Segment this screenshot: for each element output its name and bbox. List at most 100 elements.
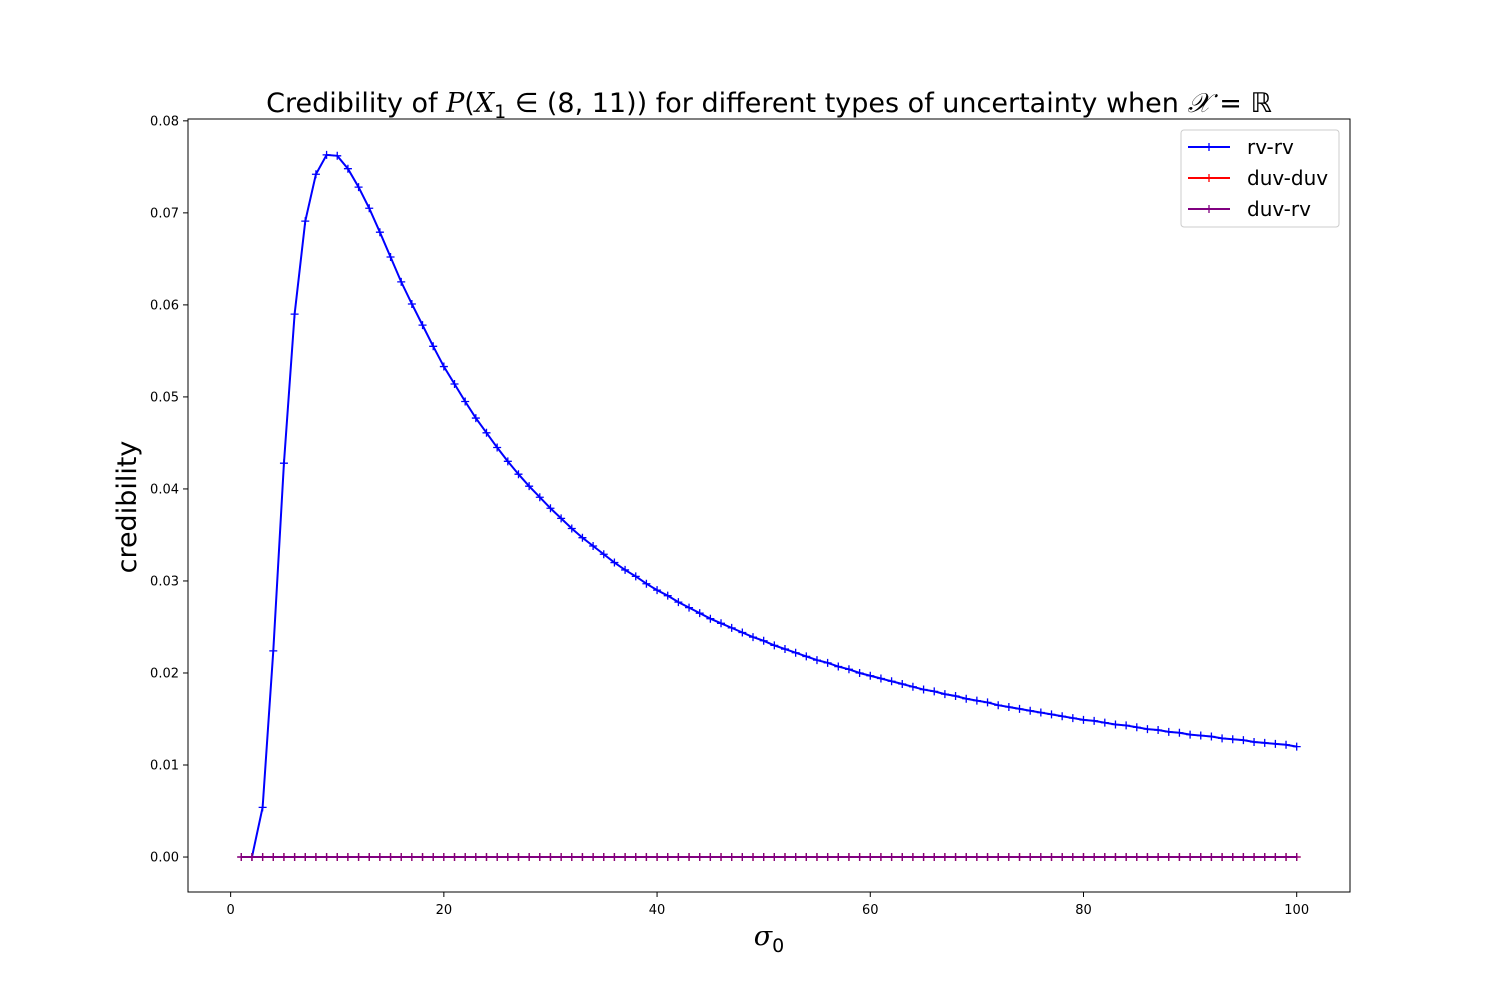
data-point-marker: [322, 150, 331, 159]
data-point-marker: [631, 572, 640, 581]
legend-marker: [1205, 174, 1213, 182]
data-point-marker: [1271, 853, 1280, 862]
data-point-marker: [279, 459, 288, 468]
data-point-marker: [418, 853, 427, 862]
data-point-marker: [621, 853, 630, 862]
data-point-marker: [1079, 853, 1088, 862]
data-point-marker: [1026, 706, 1035, 715]
data-point-marker: [1164, 727, 1173, 736]
data-point-marker: [386, 253, 395, 262]
data-point-marker: [599, 550, 608, 559]
data-point-marker: [1004, 703, 1013, 712]
data-point-marker: [343, 853, 352, 862]
data-point-marker: [429, 342, 438, 351]
series-line: [241, 153, 1297, 859]
data-point-marker: [642, 579, 651, 588]
data-point-marker: [1100, 718, 1109, 727]
data-point-marker: [972, 696, 981, 705]
legend-label: duv-duv: [1247, 166, 1328, 190]
data-point-marker: [535, 853, 544, 862]
data-point-marker: [1132, 853, 1141, 862]
data-point-marker: [823, 658, 832, 667]
data-point-marker: [780, 853, 789, 862]
data-point-marker: [578, 853, 587, 862]
x-tick-label: 100: [1284, 903, 1309, 918]
data-point-marker: [994, 701, 1003, 710]
data-point-marker: [780, 645, 789, 654]
x-tick-label: 80: [1075, 903, 1092, 918]
data-point-marker: [1015, 853, 1024, 862]
data-point-marker: [322, 853, 331, 862]
data-point-marker: [1282, 853, 1291, 862]
data-point-marker: [1100, 853, 1109, 862]
data-point-marker: [1132, 723, 1141, 732]
data-point-marker: [749, 853, 758, 862]
x-tick-label: 40: [649, 903, 666, 918]
data-point-marker: [759, 853, 768, 862]
legend-entry-rv-rv: rv-rv: [1188, 135, 1294, 159]
data-point-marker: [482, 853, 491, 862]
data-point-marker: [802, 853, 811, 862]
data-point-marker: [908, 682, 917, 691]
data-point-marker: [855, 853, 864, 862]
data-point-marker: [1164, 853, 1173, 862]
data-point-marker: [290, 853, 299, 862]
data-point-marker: [823, 853, 832, 862]
data-point-marker: [1143, 725, 1152, 734]
data-point-marker: [525, 482, 534, 491]
data-point-marker: [429, 853, 438, 862]
legend-label: duv-rv: [1247, 197, 1311, 221]
data-point-marker: [610, 558, 619, 567]
data-point-marker: [514, 470, 523, 479]
data-point-marker: [557, 853, 566, 862]
x-axis-label: σ0: [754, 921, 785, 957]
data-point-marker: [247, 853, 256, 862]
data-point-marker: [866, 671, 875, 680]
chart-title: Credibility of P(X1 ∈ (8, 11)) for diffe…: [266, 88, 1272, 123]
data-point-marker: [749, 633, 758, 642]
series-rv-rv: [237, 150, 1301, 862]
data-point-marker: [994, 853, 1003, 862]
data-point-marker: [738, 628, 747, 637]
legend: rv-rv duv-duv duv-rv: [1180, 129, 1340, 228]
data-point-marker: [908, 853, 917, 862]
data-point-marker: [365, 204, 374, 213]
data-point-marker: [471, 853, 480, 862]
data-point-marker: [972, 853, 981, 862]
data-point-marker: [375, 853, 384, 862]
data-point-marker: [1196, 853, 1205, 862]
data-point-marker: [301, 217, 310, 226]
data-point-marker: [1207, 732, 1216, 741]
data-point-marker: [962, 853, 971, 862]
data-point-marker: [1260, 853, 1269, 862]
data-point-marker: [354, 183, 363, 192]
legend-marker: [1205, 143, 1213, 151]
data-point-marker: [1260, 738, 1269, 747]
data-point-marker: [674, 853, 683, 862]
data-point-marker: [727, 623, 736, 632]
data-point-marker: [1026, 853, 1035, 862]
data-point-marker: [1239, 736, 1248, 745]
data-point-marker: [919, 685, 928, 694]
data-point-marker: [1271, 739, 1280, 748]
data-point-marker: [1186, 730, 1195, 739]
data-point-marker: [1090, 853, 1099, 862]
data-point-marker: [1036, 708, 1045, 717]
data-point-marker: [834, 662, 843, 671]
legend-box: [1180, 129, 1340, 228]
data-point-marker: [983, 698, 992, 707]
data-point-marker: [663, 853, 672, 862]
data-point-marker: [1218, 853, 1227, 862]
data-point-marker: [546, 853, 555, 862]
y-tick-label: 0.01: [150, 759, 179, 774]
data-point-marker: [791, 853, 800, 862]
data-point-marker: [653, 853, 662, 862]
data-point-marker: [450, 380, 459, 389]
y-tick-label: 0.04: [150, 482, 179, 497]
data-point-marker: [1047, 853, 1056, 862]
data-point-marker: [951, 853, 960, 862]
data-point-marker: [1090, 716, 1099, 725]
data-point-marker: [450, 853, 459, 862]
data-point-marker: [1186, 853, 1195, 862]
data-point-marker: [717, 619, 726, 628]
